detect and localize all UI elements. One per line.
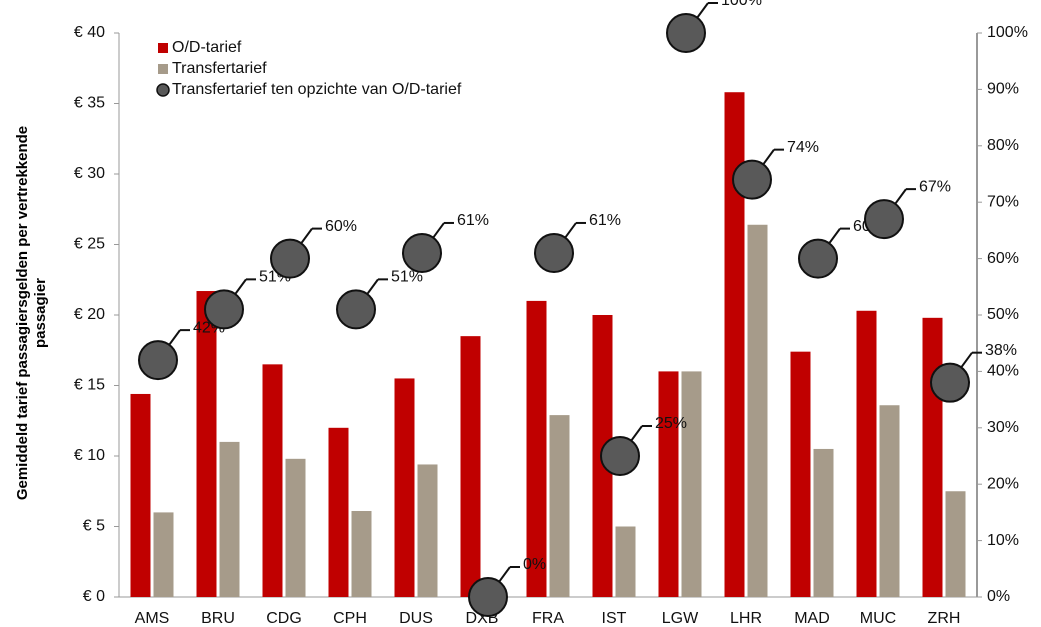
y2-tick-label: 60%	[987, 250, 1019, 267]
x-tick-label: FRA	[532, 610, 564, 627]
x-tick-label: CDG	[266, 610, 302, 627]
bar	[262, 364, 283, 597]
ratio-point	[798, 238, 838, 279]
bar	[417, 464, 438, 597]
ratio-point	[138, 340, 178, 381]
y2-tick-label: 80%	[987, 137, 1019, 154]
ratio-point	[204, 289, 244, 330]
bar	[658, 371, 679, 597]
y2-tick-label: 90%	[987, 81, 1019, 98]
y-tick-label: € 40	[74, 24, 105, 41]
bar	[747, 224, 768, 597]
bar	[681, 371, 702, 597]
x-tick-label: ZRH	[928, 610, 961, 627]
bar	[790, 351, 811, 597]
y-tick-label: € 15	[74, 377, 105, 394]
ratio-point	[864, 199, 904, 240]
y2-tick-label: 100%	[987, 24, 1028, 41]
legend-swatch	[158, 43, 168, 53]
bar	[945, 491, 966, 597]
x-tick-label: IST	[602, 610, 627, 627]
bar	[549, 415, 570, 597]
bar	[724, 92, 745, 597]
y-tick-label: € 0	[83, 588, 105, 605]
data-label: 61%	[589, 212, 621, 229]
y2-tick-label: 10%	[987, 532, 1019, 549]
data-label: 67%	[919, 178, 951, 195]
y-tick-label: € 20	[74, 306, 105, 323]
bar	[460, 336, 481, 597]
ratio-point	[732, 159, 772, 200]
ratio-point	[534, 232, 574, 273]
legend-swatch	[156, 83, 170, 97]
ratio-point	[336, 289, 376, 330]
bar	[526, 300, 547, 597]
ratio-point	[468, 577, 508, 617]
data-label: 100%	[721, 0, 762, 9]
x-tick-label: DUS	[399, 610, 433, 627]
y-tick-label: € 30	[74, 165, 105, 182]
y2-tick-label: 0%	[987, 588, 1010, 605]
bar	[219, 441, 240, 597]
y2-tick-label: 70%	[987, 193, 1019, 210]
ratio-point	[270, 238, 310, 279]
y-tick-label: € 10	[74, 447, 105, 464]
y-tick-label: € 5	[83, 518, 105, 535]
legend-label: Transfertarief	[172, 60, 267, 77]
ratio-point	[402, 232, 442, 273]
data-label: 74%	[787, 139, 819, 156]
y2-tick-label: 20%	[987, 475, 1019, 492]
x-tick-label: LHR	[730, 610, 762, 627]
bar	[196, 291, 217, 597]
x-tick-label: LGW	[662, 610, 699, 627]
y2-tick-label: 30%	[987, 419, 1019, 436]
data-label: 38%	[985, 342, 1017, 359]
bar	[285, 458, 306, 597]
data-label: 51%	[391, 269, 423, 286]
bar	[813, 448, 834, 597]
ratio-point	[930, 362, 970, 403]
x-tick-label: MAD	[794, 610, 830, 627]
ratio-point	[666, 13, 706, 53]
bar	[856, 310, 877, 597]
x-tick-label: CPH	[333, 610, 367, 627]
bar	[879, 405, 900, 597]
bar	[922, 317, 943, 597]
x-tick-label: MUC	[860, 610, 896, 627]
data-label: 25%	[655, 415, 687, 432]
data-label: 61%	[457, 212, 489, 229]
bar	[130, 393, 151, 597]
data-label: 0%	[523, 556, 546, 573]
legend-label: Transfertarief ten opzichte van O/D-tari…	[172, 81, 462, 98]
data-label: 60%	[325, 218, 357, 235]
legend-swatch	[158, 64, 168, 74]
bar	[153, 512, 174, 597]
y2-tick-label: 50%	[987, 306, 1019, 323]
bar	[615, 526, 636, 597]
x-tick-label: AMS	[135, 610, 170, 627]
ratio-point	[600, 436, 640, 476]
bar	[328, 427, 349, 597]
y2-tick-label: 40%	[987, 363, 1019, 380]
bar	[394, 378, 415, 597]
bar	[351, 510, 372, 597]
x-tick-label: BRU	[201, 610, 235, 627]
y-tick-label: € 35	[74, 95, 105, 112]
y-tick-label: € 25	[74, 236, 105, 253]
legend-label: O/D-tarief	[172, 39, 242, 56]
